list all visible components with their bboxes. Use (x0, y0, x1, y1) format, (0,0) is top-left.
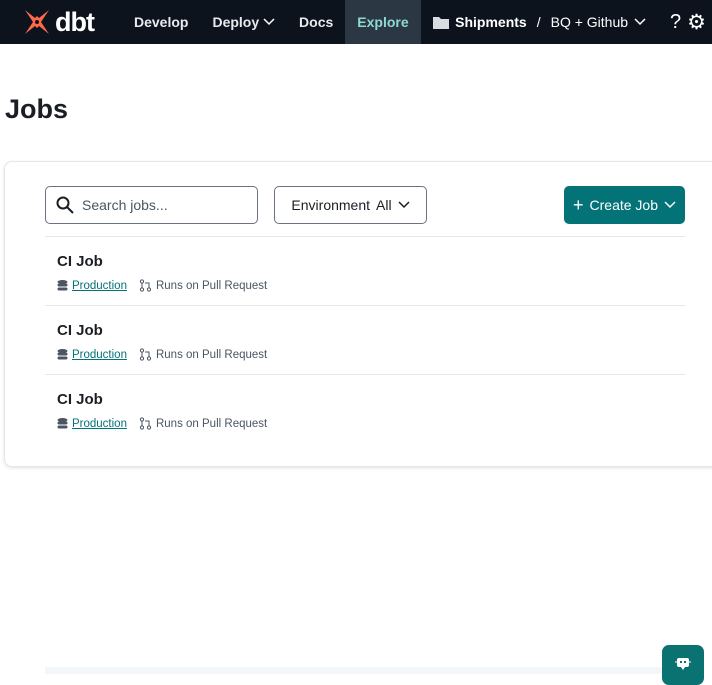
chat-assistant-button[interactable] (662, 645, 704, 685)
database-icon (57, 418, 68, 429)
job-row[interactable]: CI Job Production Runs on Pull Request (45, 305, 685, 374)
environment-link[interactable]: Production (72, 279, 127, 292)
env-label: Environment (291, 197, 371, 213)
plus-icon: + (573, 194, 584, 215)
job-trigger: Runs on Pull Request (155, 417, 268, 430)
pull-request-icon (139, 417, 152, 430)
job-name[interactable]: CI Job (57, 322, 103, 339)
robot-icon (675, 658, 691, 670)
nav-deploy[interactable]: Deploy (200, 0, 287, 44)
search-icon (56, 196, 74, 214)
database-icon (57, 349, 68, 360)
pull-request-icon (139, 348, 152, 361)
nav-develop[interactable]: Develop (134, 14, 189, 30)
job-name[interactable]: CI Job (57, 391, 103, 408)
job-name[interactable]: CI Job (57, 253, 103, 270)
dbt-logo[interactable]: dbt (22, 7, 122, 38)
create-job-button[interactable]: + Create Job (564, 186, 685, 224)
footer-strip (45, 667, 665, 674)
environment-selector[interactable]: BQ + Github (550, 14, 629, 30)
nav-explore[interactable]: Explore (345, 0, 421, 44)
pull-request-icon (139, 279, 152, 292)
search-placeholder: Search jobs... (82, 197, 168, 213)
gear-icon[interactable]: ⚙ (687, 10, 706, 34)
env-value: All (376, 197, 392, 213)
folder-icon (433, 16, 450, 29)
search-input[interactable]: Search jobs... (45, 186, 258, 224)
job-row[interactable]: CI Job Production Runs on Pull Request (45, 236, 685, 305)
page-title: Jobs (5, 94, 69, 124)
help-icon[interactable]: ? (670, 10, 682, 33)
database-icon (57, 280, 68, 291)
top-nav: dbt Develop Deploy Docs Explore Shipment… (0, 0, 712, 44)
breadcrumb-separator: / (536, 14, 541, 30)
chevron-down-icon[interactable] (634, 18, 646, 26)
dbt-logo-icon (25, 10, 49, 34)
environment-filter[interactable]: Environment All (274, 186, 427, 224)
nav-docs[interactable]: Docs (299, 14, 334, 30)
environment-link[interactable]: Production (72, 417, 127, 430)
job-trigger: Runs on Pull Request (155, 348, 268, 361)
chevron-down-icon (398, 201, 410, 209)
chevron-down-icon (263, 18, 275, 26)
chevron-down-icon (664, 201, 676, 209)
job-trigger: Runs on Pull Request (155, 279, 268, 292)
job-row[interactable]: CI Job Production Runs on Pull Request (45, 374, 685, 443)
create-job-label: Create Job (589, 197, 658, 213)
jobs-card: Search jobs... Environment All + Create … (4, 161, 712, 467)
nav-deploy-label: Deploy (212, 14, 260, 30)
project-name[interactable]: Shipments (455, 14, 527, 30)
environment-link[interactable]: Production (72, 348, 127, 361)
